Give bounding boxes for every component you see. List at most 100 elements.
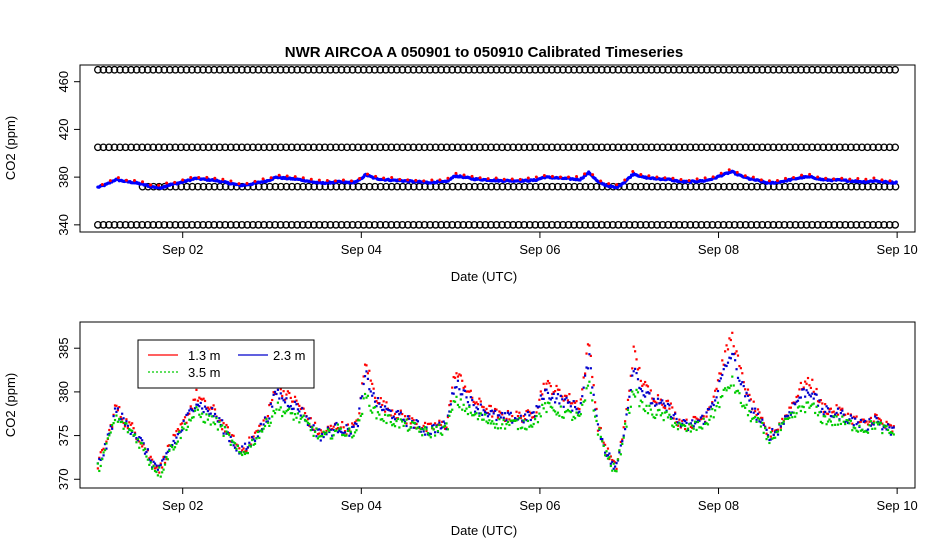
standard-low-marker [193, 220, 202, 229]
bottom-point-2-3-m [801, 388, 804, 391]
bottom-point-2-3-m [701, 414, 704, 417]
standard-high-marker [498, 143, 506, 152]
bottom-point-2-3-m [412, 426, 415, 429]
standard-mid-marker [387, 182, 396, 191]
bottom-point-3-5-m [158, 466, 161, 469]
bottom-point-1-3-m [363, 363, 367, 366]
bottom-point-3-5-m [766, 435, 770, 438]
top-point-red [808, 172, 812, 176]
standard-mid-marker [515, 182, 523, 191]
bottom-point-2-3-m [388, 409, 391, 412]
bottom-point-1-3-m [272, 391, 275, 394]
bottom-point-3-5-m [295, 416, 298, 419]
bottom-point-1-3-m [865, 420, 868, 423]
standard-top-marker [664, 65, 673, 74]
bottom-point-2-3-m [696, 419, 700, 422]
standard-low-marker [182, 220, 191, 229]
bottom-point-2-3-m [273, 390, 277, 393]
bottom-point-3-5-m [726, 386, 730, 389]
standard-top-marker [154, 65, 163, 74]
bottom-point-2-3-m [288, 405, 291, 409]
bottom-point-2-3-m [522, 421, 525, 424]
bottom-point-3-5-m [578, 414, 581, 417]
standard-top-marker [94, 65, 102, 74]
bottom-point-1-3-m [351, 422, 354, 425]
standard-top-marker [99, 65, 108, 74]
bottom-point-3-5-m [765, 437, 768, 441]
bottom-point-1-3-m [296, 402, 300, 406]
standard-top-marker [819, 65, 828, 74]
standard-high-marker [464, 143, 473, 152]
bottom-point-1-3-m [564, 394, 567, 397]
bottom-point-1-3-m [636, 368, 640, 371]
standard-low-marker [409, 220, 418, 229]
standard-low-marker [149, 220, 158, 229]
standard-low-marker [570, 220, 578, 229]
bottom-point-3-5-m [429, 436, 432, 439]
bottom-point-3-5-m [784, 417, 787, 421]
top-point-red [526, 176, 530, 180]
bottom-point-3-5-m [326, 428, 330, 431]
standard-mid-marker [481, 182, 490, 191]
bottom-point-1-3-m [839, 408, 842, 411]
standard-top-marker [370, 65, 379, 74]
standard-high-marker [752, 143, 761, 152]
bottom-point-1-3-m [522, 414, 525, 418]
bottom-point-1-3-m [473, 402, 477, 405]
standard-low-marker [298, 220, 307, 229]
bottom-point-1-3-m [258, 424, 261, 427]
bottom-point-2-3-m [491, 409, 494, 412]
bottom-point-3-5-m [885, 425, 888, 428]
standard-top-marker [143, 65, 152, 74]
bottom-point-3-5-m [201, 412, 204, 415]
bottom-point-1-3-m [466, 390, 470, 393]
standard-top-marker [121, 65, 130, 74]
bottom-point-1-3-m [639, 379, 642, 382]
standard-high-marker [99, 143, 108, 152]
standard-high-marker [691, 143, 700, 152]
standard-top-marker [725, 65, 733, 74]
bottom-point-1-3-m [292, 400, 295, 403]
bottom-point-2-3-m [358, 407, 361, 410]
bottom-point-1-3-m [183, 416, 187, 419]
bottom-point-3-5-m [232, 441, 235, 444]
standard-high-marker [188, 143, 196, 152]
bottom-point-2-3-m [352, 425, 355, 428]
bottom-point-2-3-m [315, 435, 318, 438]
bottom-point-2-3-m [161, 459, 164, 462]
standard-high-marker [276, 143, 285, 152]
standard-top-marker [309, 65, 318, 74]
bottom-point-1-3-m [131, 422, 134, 425]
bottom-point-3-5-m [96, 462, 99, 465]
bottom-point-3-5-m [511, 419, 514, 422]
standard-low-marker [304, 220, 313, 229]
bottom-point-3-5-m [243, 452, 247, 456]
bottom-point-1-3-m [728, 337, 731, 340]
bottom-point-1-3-m [219, 419, 222, 422]
top-point-red [366, 172, 370, 176]
bottom-point-3-5-m [183, 422, 187, 425]
bottom-point-3-5-m [191, 416, 194, 419]
bottom-point-1-3-m [879, 419, 882, 422]
bottom-point-2-3-m [594, 408, 597, 411]
standard-top-marker [404, 65, 412, 74]
bottom-point-3-5-m [153, 469, 157, 473]
bottom-point-3-5-m [718, 405, 721, 409]
bottom-point-2-3-m [709, 405, 712, 408]
standard-high-marker [614, 143, 623, 152]
standard-top-marker [835, 65, 844, 74]
bottom-point-2-3-m [263, 416, 267, 419]
standard-top-marker [570, 65, 578, 74]
bottom-point-1-3-m [302, 407, 305, 410]
standard-high-marker [249, 143, 257, 152]
bottom-point-1-3-m [455, 372, 458, 375]
standard-low-marker [536, 220, 545, 229]
bottom-point-3-5-m [216, 428, 219, 431]
top-point-red [382, 176, 386, 180]
standard-low-marker [608, 220, 617, 229]
top-point-red [269, 176, 273, 180]
bottom-point-3-5-m [173, 446, 177, 449]
standard-low-marker [354, 220, 362, 229]
bottom-point-2-3-m [253, 439, 257, 442]
bottom-point-3-5-m [98, 469, 101, 473]
